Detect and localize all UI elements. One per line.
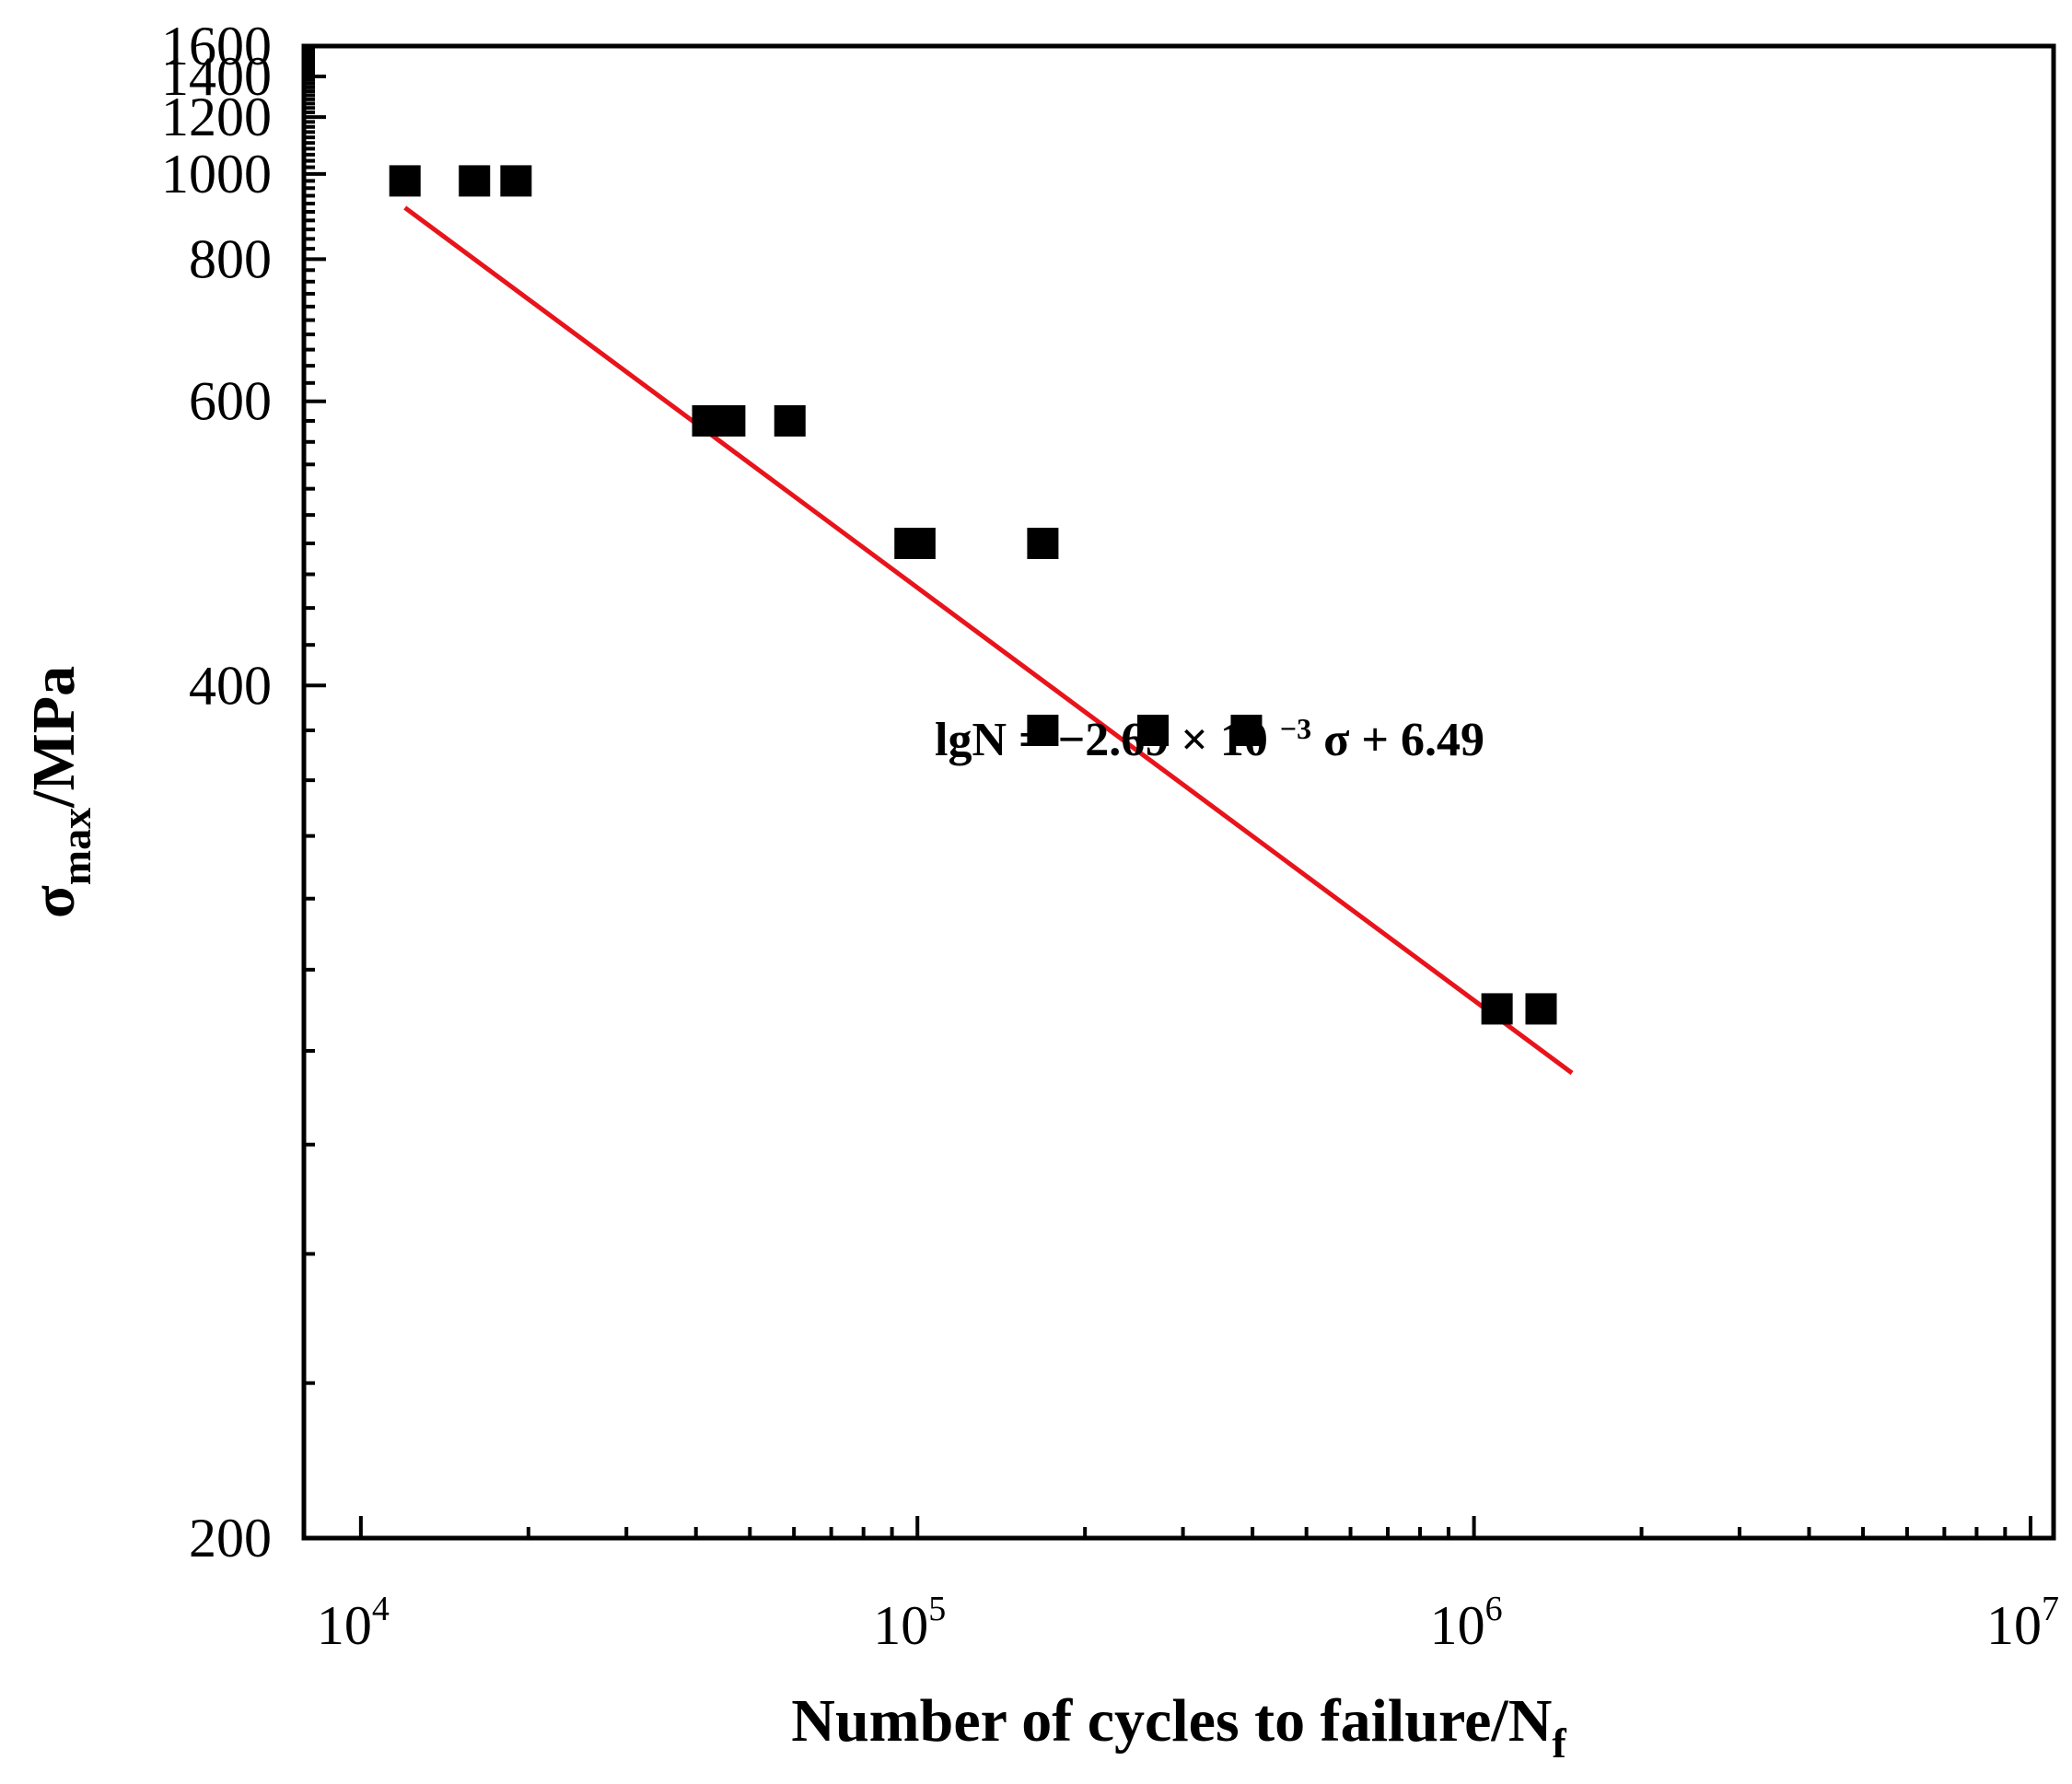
data-point xyxy=(1137,715,1170,747)
x-tick-base: 10 xyxy=(873,1595,928,1656)
x-tick-exponent: 7 xyxy=(2042,1590,2059,1628)
y-tick-label: 1000 xyxy=(161,144,272,204)
y-axis-title-suffix: /MPa xyxy=(20,666,87,809)
data-point xyxy=(1481,993,1513,1025)
y-axis-title-subscript: max xyxy=(52,808,99,885)
data-point xyxy=(1230,715,1263,747)
x-tick-base: 10 xyxy=(317,1595,372,1656)
x-axis-title: Number of cycles to failure/Nf xyxy=(791,1687,1566,1767)
fit-line-layer xyxy=(403,205,1574,1076)
y-tick-label: 1200 xyxy=(161,87,272,147)
x-axis-title-text: Number of cycles to failure/N xyxy=(791,1687,1552,1755)
data-point xyxy=(500,165,532,197)
x-axis-title-subscript: f xyxy=(1552,1720,1566,1767)
y-axis-title: σmax/MPa xyxy=(20,666,99,918)
y-tick-label: 200 xyxy=(189,1508,272,1568)
y-axis-title-symbol: σ xyxy=(20,885,87,918)
fit-line xyxy=(403,205,1574,1076)
x-tick-exponent: 4 xyxy=(372,1590,390,1628)
annotation-prefix: lgN = −2.69 × 10 xyxy=(935,714,1280,766)
y-tick-label: 800 xyxy=(189,228,272,289)
x-tick-exponent: 6 xyxy=(1485,1590,1503,1628)
data-point xyxy=(1027,528,1059,559)
data-point xyxy=(714,404,746,437)
data-points xyxy=(389,165,1557,1025)
x-tick-exponent: 5 xyxy=(928,1590,946,1628)
annotation-exponent: −3 xyxy=(1280,712,1311,745)
data-point xyxy=(774,404,806,437)
x-tick-label: 107 xyxy=(1986,1590,2059,1656)
data-point xyxy=(459,165,491,197)
x-tick-label: 106 xyxy=(1430,1590,1503,1656)
data-point xyxy=(1525,993,1557,1025)
x-tick-base: 10 xyxy=(1986,1595,2042,1656)
data-point xyxy=(903,528,936,559)
y-tick-label: 1600 xyxy=(161,16,272,76)
y-tick-label: 1400 xyxy=(161,46,272,107)
annotation-equation: lgN = −2.69 × 10 −3 σ + 6.49 xyxy=(935,712,1484,766)
y-tick-label: 400 xyxy=(189,655,272,716)
data-point xyxy=(389,165,421,197)
annotation-suffix: σ + 6.49 xyxy=(1311,714,1484,766)
plot-frame xyxy=(301,43,2056,1541)
y-tick-label: 600 xyxy=(189,371,272,432)
x-tick-label: 105 xyxy=(873,1590,946,1656)
data-point xyxy=(1027,715,1059,747)
x-tick-label: 104 xyxy=(317,1590,390,1656)
x-tick-base: 10 xyxy=(1430,1595,1485,1656)
